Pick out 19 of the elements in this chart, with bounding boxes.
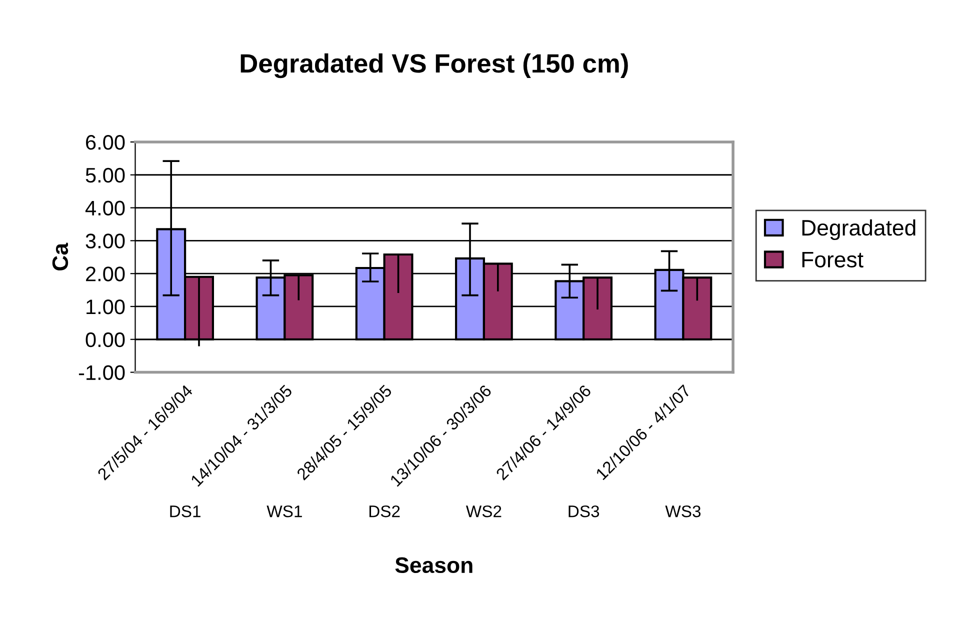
y-tick-label: 5.00 bbox=[86, 168, 125, 183]
text: WS3 bbox=[665, 505, 701, 518]
text: DS2 bbox=[369, 505, 400, 518]
text: WS1 bbox=[266, 505, 302, 518]
text: DS3 bbox=[568, 505, 600, 518]
legend-label: Forest bbox=[802, 252, 864, 268]
x-axis-title: Season bbox=[395, 557, 472, 574]
y-axis-title: Ca bbox=[52, 242, 68, 270]
chart-title: Degradated VS Forest (150 cm) bbox=[240, 53, 628, 78]
y-tick-label: 0.00 bbox=[86, 332, 125, 348]
text: DS1 bbox=[170, 505, 200, 518]
y-tick-label: 2.00 bbox=[86, 266, 125, 282]
y-tick-label: 3.00 bbox=[86, 234, 125, 248]
y-tick-label: 4.00 bbox=[85, 200, 125, 216]
text: WS2 bbox=[466, 505, 502, 518]
y-tick-label: 1.00 bbox=[86, 299, 125, 314]
y-tick-label: 6.00 bbox=[86, 134, 125, 150]
y-tick-label: -1.00 bbox=[78, 365, 125, 380]
legend-label: Degradated bbox=[802, 219, 916, 240]
